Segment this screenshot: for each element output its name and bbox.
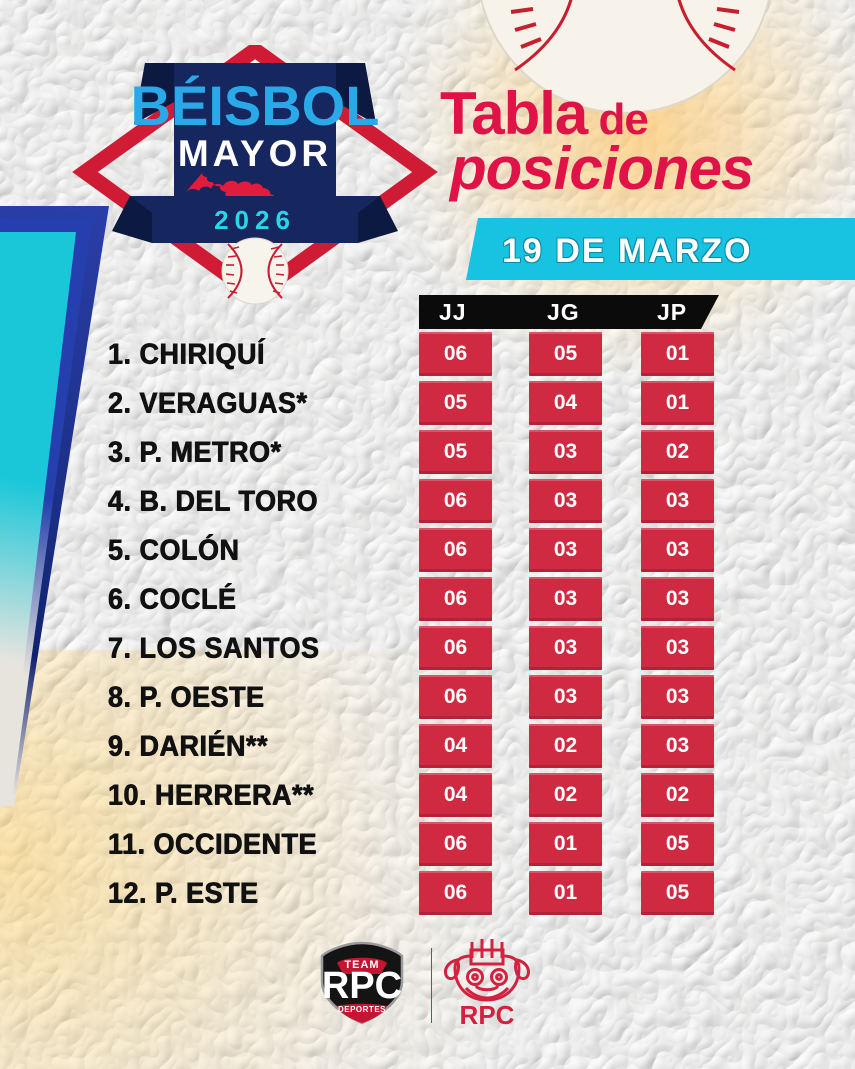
svg-text:BÉISBOL: BÉISBOL (131, 74, 380, 137)
svg-text:RPC: RPC (460, 1000, 515, 1030)
svg-text:RPC: RPC (322, 965, 402, 1007)
svg-text:2026: 2026 (214, 205, 296, 235)
svg-text:DEPORTES: DEPORTES (338, 1005, 386, 1014)
svg-text:MAYOR: MAYOR (178, 133, 332, 174)
